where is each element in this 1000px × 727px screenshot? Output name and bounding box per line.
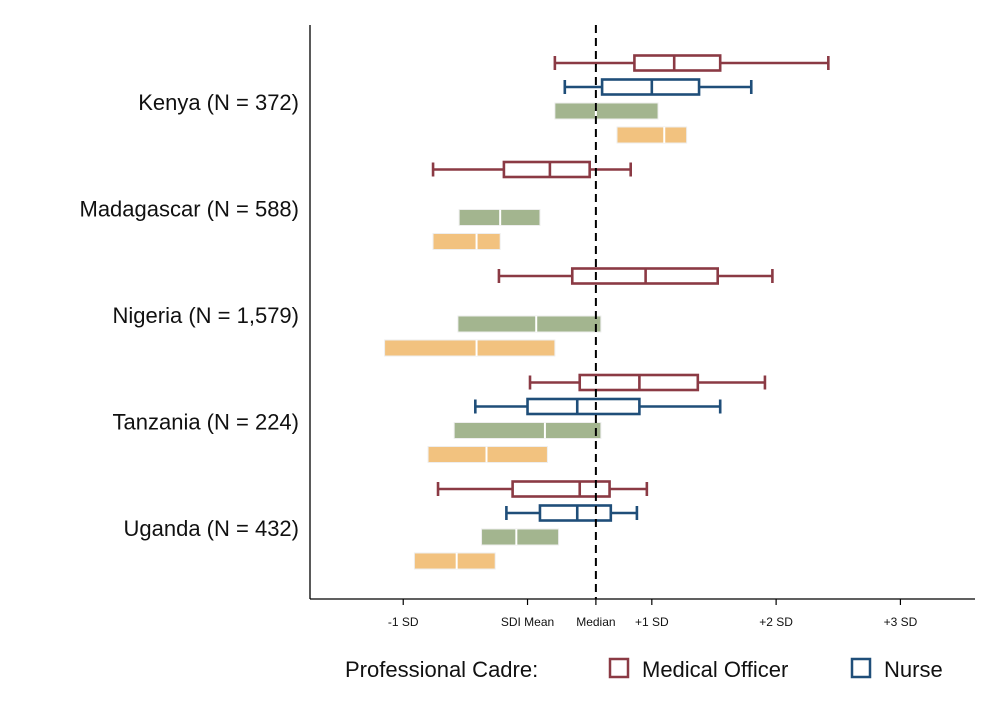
country-label: Kenya (N = 372) — [138, 90, 299, 115]
orange-box — [427, 446, 548, 463]
green-box — [453, 422, 602, 439]
green-box — [554, 102, 659, 120]
x-tick-label: +2 SD — [759, 615, 793, 629]
green-box — [481, 528, 560, 546]
medical-officer-box — [633, 54, 722, 72]
x-tick-label: +3 SD — [884, 615, 918, 629]
legend-swatch-medical-officer — [608, 657, 630, 679]
orange-box — [413, 552, 496, 570]
legend-title: Professional Cadre: — [345, 657, 538, 682]
nurse-box — [526, 397, 641, 416]
legend-label-nurse: Nurse — [884, 657, 943, 682]
x-tick-label: -1 SD — [388, 615, 419, 629]
x-axis-ticks: -1 SD SDI Mean Median +1 SD +2 SD +3 SD — [388, 599, 918, 629]
nurse-box — [538, 504, 613, 522]
country-label: Uganda (N = 432) — [124, 516, 300, 541]
orange-box — [432, 233, 501, 250]
country-label: Tanzania (N = 224) — [113, 410, 300, 435]
plot-area — [384, 54, 830, 570]
legend: Professional Cadre: Medical Officer Nurs… — [345, 657, 943, 682]
country-label: Nigeria (N = 1,579) — [113, 303, 299, 328]
medical-officer-box — [502, 160, 591, 179]
medical-officer-box — [511, 480, 611, 498]
orange-box — [384, 339, 556, 357]
legend-label-medical-officer: Medical Officer — [642, 657, 788, 682]
legend-swatch-nurse — [850, 657, 872, 679]
orange-box — [616, 126, 688, 144]
y-axis-labels: Kenya (N = 372) Madagascar (N = 588) Niger… — [80, 90, 300, 541]
x-tick-label: Median — [576, 615, 615, 629]
country-label: Madagascar (N = 588) — [80, 197, 300, 222]
x-tick-label: +1 SD — [635, 615, 669, 629]
green-box — [457, 315, 602, 333]
x-tick-label: SDI Mean — [501, 615, 554, 629]
